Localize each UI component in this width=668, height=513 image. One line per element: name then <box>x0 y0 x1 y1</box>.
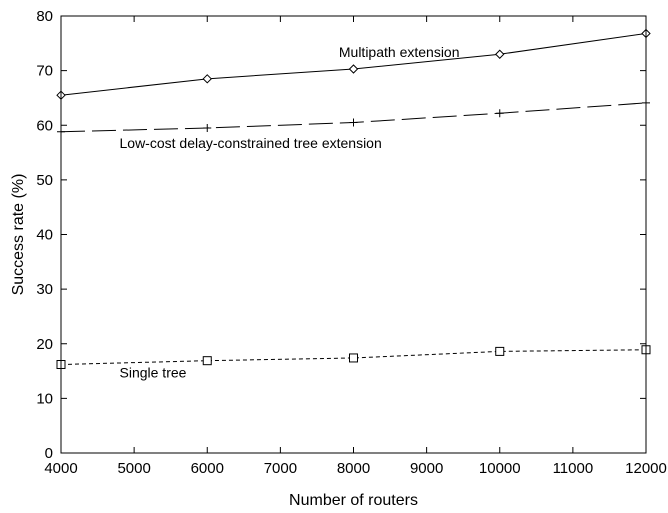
y-tick-label: 80 <box>36 8 53 25</box>
y-tick-label: 10 <box>36 390 53 407</box>
y-tick-label: 50 <box>36 172 53 189</box>
axis-ticks: 4000 5000 6000 7000 8000 9000 10000 11000 12000 0… <box>36 8 667 477</box>
x-tick-label: 10000 <box>479 460 521 477</box>
series-line-low_cost <box>60 102 647 133</box>
data-point-low_cost <box>349 118 358 127</box>
data-point-single_tree <box>202 356 212 366</box>
annotation-layer: Multipath extension Low-cost delay-constr… <box>120 44 460 381</box>
y-axis-title: Success rate (%) <box>10 174 27 296</box>
x-tick-label: 4000 <box>44 460 77 477</box>
x-tick-label: 8000 <box>337 460 370 477</box>
data-point-low_cost <box>495 109 504 118</box>
data-point-multipath <box>495 49 505 59</box>
data-point-low_cost <box>203 123 212 132</box>
y-tick-label: 20 <box>36 336 53 353</box>
y-tick-label: 40 <box>36 227 53 244</box>
x-tick-label: 5000 <box>117 460 150 477</box>
data-point-multipath <box>348 64 359 74</box>
x-tick-label: 9000 <box>410 460 443 477</box>
x-tick-label: 7000 <box>264 460 297 477</box>
series-multipath <box>56 28 651 100</box>
y-tick-label: 0 <box>45 445 53 462</box>
series-layer <box>56 28 651 370</box>
data-point-single_tree <box>495 346 505 356</box>
data-point-single_tree <box>349 353 358 363</box>
data-point-multipath <box>202 74 212 84</box>
x-tick-label: 11000 <box>553 460 594 477</box>
x-tick-label: 12000 <box>625 460 667 477</box>
x-axis-title: Number of routers <box>289 492 418 509</box>
y-tick-label: 60 <box>36 117 53 134</box>
annotation-single_tree: Single tree <box>120 365 187 381</box>
annotation-low_cost: Low-cost delay-constrained tree extensio… <box>120 135 382 151</box>
annotation-multipath: Multipath extension <box>339 44 460 60</box>
x-tick-label: 6000 <box>191 460 224 477</box>
y-tick-label: 70 <box>36 63 53 80</box>
y-tick-label: 30 <box>36 281 53 298</box>
series-low_cost <box>57 98 650 136</box>
plot-frame <box>60 15 647 454</box>
